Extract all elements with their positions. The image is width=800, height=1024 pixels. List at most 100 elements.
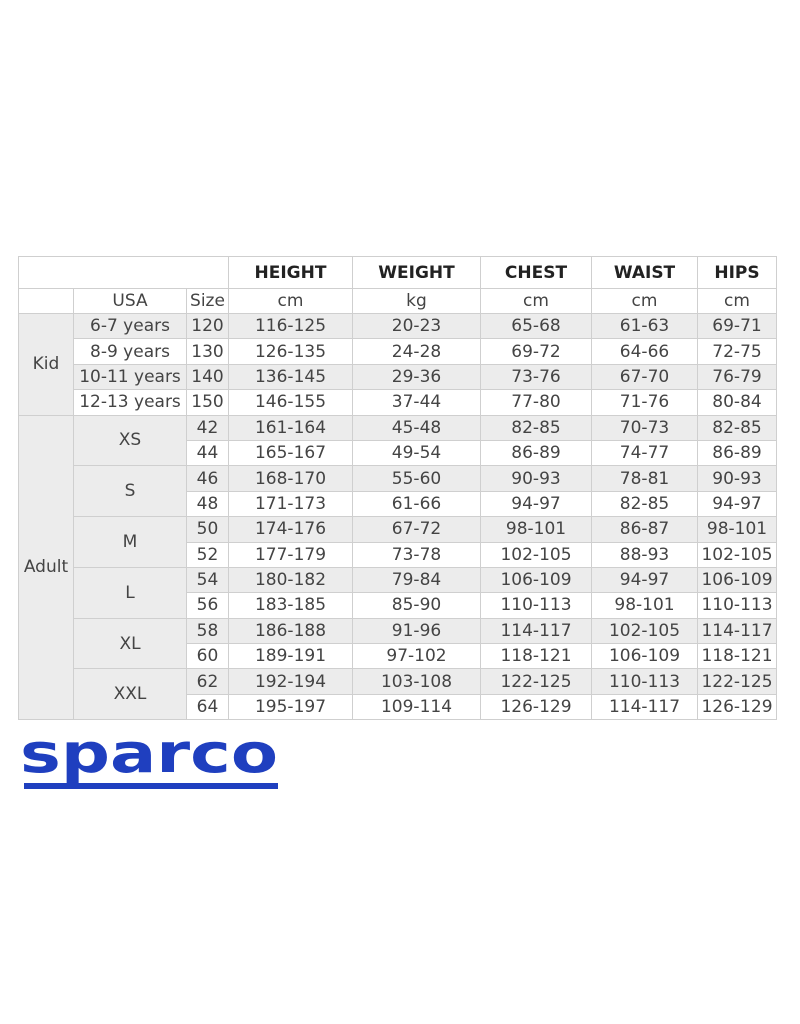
- waist-value: 110-113: [591, 668, 698, 695]
- weight-value: 45-48: [352, 414, 481, 441]
- hips-value: 90-93: [697, 465, 777, 492]
- usa-size: XL: [73, 617, 187, 670]
- height-value: 174-176: [228, 516, 353, 543]
- table-row: 12-13 years 150 146-155 37-44 77-80 71-76 80-8…: [19, 389, 777, 416]
- hips-value: 76-79: [697, 363, 777, 391]
- waist-value: 82-85: [591, 490, 698, 518]
- waist-value: 70-73: [591, 414, 698, 441]
- chest-value: 77-80: [480, 389, 592, 416]
- height-value: 146-155: [228, 389, 353, 416]
- height-value: 177-179: [228, 541, 353, 568]
- table-row: 52 177-179 73-78 102-105 88-93 102-105: [19, 541, 777, 568]
- weight-value: 79-84: [352, 566, 481, 594]
- table-row: 8-9 years 130 126-135 24-28 69-72 64-66 72-75: [19, 338, 777, 365]
- hips-value: 106-109: [697, 566, 777, 594]
- usa-size: XS: [73, 414, 187, 467]
- waist-value: 94-97: [591, 566, 698, 594]
- hips-value: 94-97: [697, 490, 777, 518]
- size-number: 50: [186, 516, 229, 543]
- hips-value: 98-101: [697, 516, 777, 543]
- hips-value: 122-125: [697, 668, 777, 695]
- header-height: HEIGHT: [228, 256, 353, 289]
- weight-value: 97-102: [352, 643, 481, 670]
- chest-value: 110-113: [480, 592, 592, 619]
- chest-value: 73-76: [480, 363, 592, 391]
- height-value: 171-173: [228, 490, 353, 518]
- table-row: 44 165-167 49-54 86-89 74-77 86-89: [19, 439, 777, 467]
- weight-value: 49-54: [352, 439, 481, 467]
- weight-value: 61-66: [352, 490, 481, 518]
- table-row: M 50 174-176 67-72 98-101 86-87 98-101: [19, 516, 777, 568]
- hips-value: 110-113: [697, 592, 777, 619]
- usa-size: 10-11 years: [73, 363, 187, 391]
- height-value: 189-191: [228, 643, 353, 670]
- height-value: 161-164: [228, 414, 353, 441]
- chest-value: 69-72: [480, 338, 592, 365]
- group-label-adult: Adult: [18, 414, 74, 721]
- size-number: 54: [186, 566, 229, 594]
- size-number: 48: [186, 490, 229, 518]
- size-number: 42: [186, 414, 229, 441]
- hips-value: 86-89: [697, 439, 777, 467]
- waist-value: 71-76: [591, 389, 698, 416]
- size-column-label: Size: [186, 288, 229, 314]
- chest-value: 65-68: [480, 312, 592, 340]
- chest-value: 118-121: [480, 643, 592, 670]
- table-row: Adult XS 42 161-164 45-48 82-85 70-73 82-85: [18, 414, 777, 721]
- size-number: 130: [186, 338, 229, 365]
- chest-value: 122-125: [480, 668, 592, 695]
- height-value: 168-170: [228, 465, 353, 492]
- waist-value: 74-77: [591, 439, 698, 467]
- table-row: Kid 6-7 years 120 116-125 20-23 65-68 61-63 69-…: [18, 312, 777, 416]
- size-number: 120: [186, 312, 229, 340]
- hips-value: 80-84: [697, 389, 777, 416]
- size-number: 56: [186, 592, 229, 619]
- table-row: 48 171-173 61-66 94-97 82-85 94-97: [19, 490, 777, 518]
- usa-size: M: [73, 516, 187, 568]
- chest-value: 126-129: [480, 693, 592, 721]
- weight-value: 73-78: [352, 541, 481, 568]
- usa-size: L: [73, 566, 187, 619]
- weight-value: 55-60: [352, 465, 481, 492]
- height-value: 183-185: [228, 592, 353, 619]
- waist-value: 88-93: [591, 541, 698, 568]
- unit-hips: cm: [697, 288, 777, 314]
- weight-value: 85-90: [352, 592, 481, 619]
- units-row: USA Size cm kg cm cm cm: [18, 288, 777, 314]
- weight-value: 103-108: [352, 668, 481, 695]
- hips-value: 72-75: [697, 338, 777, 365]
- unit-chest: cm: [480, 288, 592, 314]
- height-value: 126-135: [228, 338, 353, 365]
- height-value: 180-182: [228, 566, 353, 594]
- size-number: 52: [186, 541, 229, 568]
- height-value: 116-125: [228, 312, 353, 340]
- chest-value: 94-97: [480, 490, 592, 518]
- size-number: 46: [186, 465, 229, 492]
- size-number: 44: [186, 439, 229, 467]
- hips-value: 118-121: [697, 643, 777, 670]
- weight-value: 37-44: [352, 389, 481, 416]
- table-row: XXL 62 192-194 103-108 122-125 110-113 122-125: [19, 668, 777, 721]
- unit-height: cm: [228, 288, 353, 314]
- height-value: 192-194: [228, 668, 353, 695]
- chest-value: 114-117: [480, 617, 592, 645]
- weight-value: 20-23: [352, 312, 481, 340]
- size-number: 60: [186, 643, 229, 670]
- size-chart-table: HEIGHT WEIGHT CHEST WAIST HIPS USA Size cm kg cm c…: [18, 256, 777, 721]
- header-waist: WAIST: [591, 256, 698, 289]
- table-row: L 54 180-182 79-84 106-109 94-97 106-109: [19, 566, 777, 619]
- waist-value: 78-81: [591, 465, 698, 492]
- weight-value: 91-96: [352, 617, 481, 645]
- usa-size: S: [73, 465, 187, 518]
- chest-value: 86-89: [480, 439, 592, 467]
- waist-value: 61-63: [591, 312, 698, 340]
- waist-value: 64-66: [591, 338, 698, 365]
- weight-value: 109-114: [352, 693, 481, 721]
- chest-value: 106-109: [480, 566, 592, 594]
- chest-value: 102-105: [480, 541, 592, 568]
- waist-value: 86-87: [591, 516, 698, 543]
- size-number: 64: [186, 693, 229, 721]
- table-row: 60 189-191 97-102 118-121 106-109 118-121: [19, 643, 777, 670]
- usa-size: XXL: [73, 668, 187, 721]
- table-row: XL 58 186-188 91-96 114-117 102-105 114-117: [19, 617, 777, 670]
